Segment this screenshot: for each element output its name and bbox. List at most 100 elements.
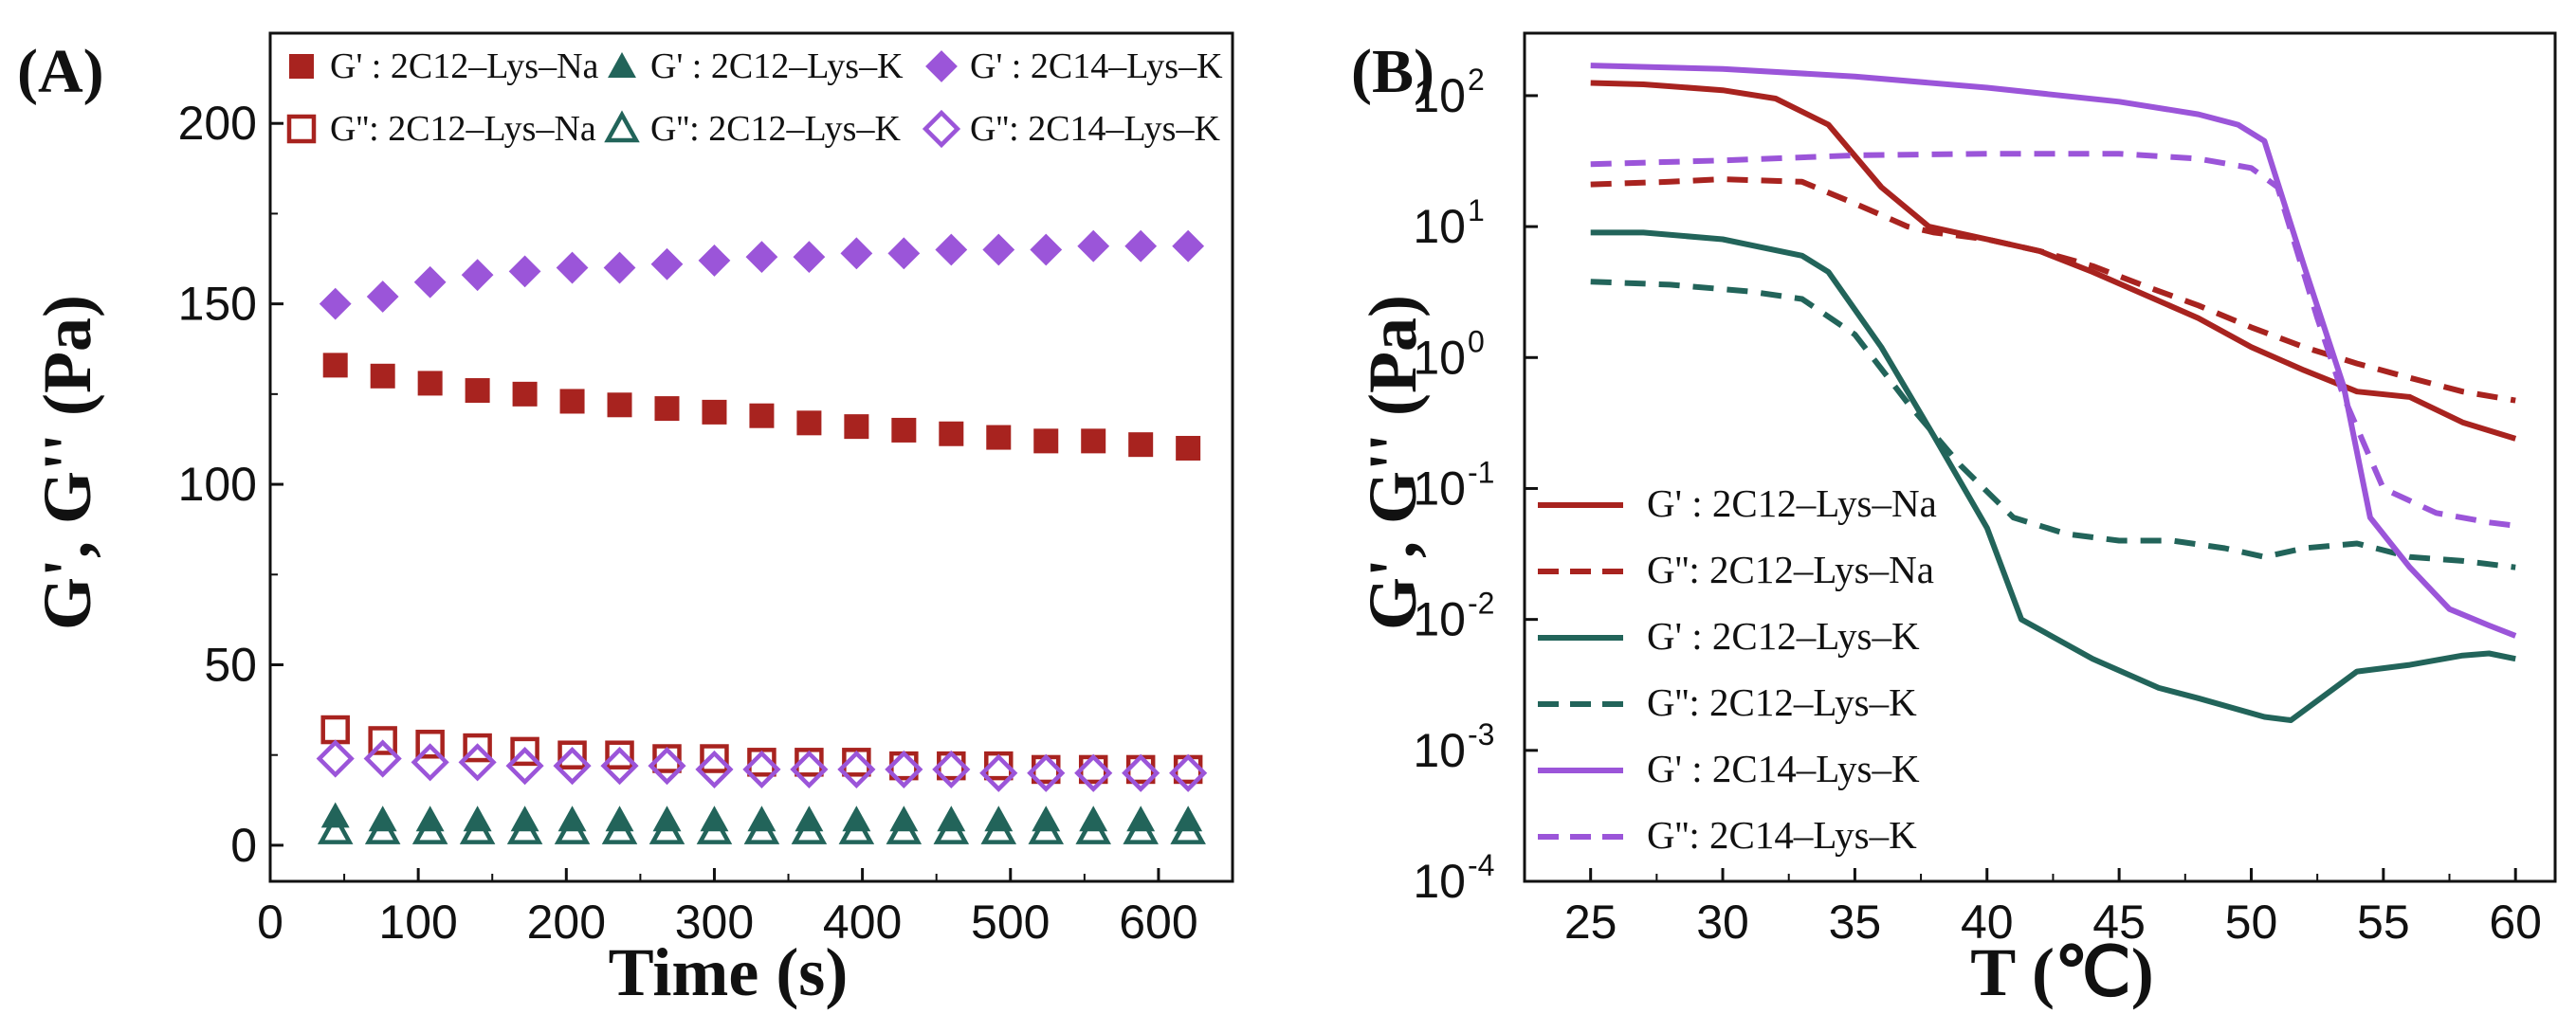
data-point-square-filled-red (796, 410, 822, 436)
y-tick-label-a: 150 (178, 278, 257, 331)
data-point-diamond-open-purple (979, 753, 1018, 792)
data-point-triangle-filled-teal (510, 806, 539, 832)
data-point-square-filled-red (1176, 435, 1201, 461)
y-tick-label-a: 100 (178, 458, 257, 511)
data-point-triangle-filled-teal (605, 806, 634, 832)
y-tick-label-a: 50 (204, 638, 257, 691)
data-point-diamond-filled-purple (603, 251, 636, 284)
data-point-square-filled-red (1081, 428, 1106, 454)
data-point-diamond-open-purple (1027, 753, 1066, 792)
y-tick-label-b: 10 (1413, 462, 1466, 515)
series-line-dashed-red (1590, 176, 2516, 404)
x-tick-label-b: 55 (2357, 896, 2410, 949)
data-point-diamond-filled-purple (840, 237, 873, 270)
x-tick-label-b: 50 (2225, 896, 2278, 949)
data-point-diamond-filled-purple (1124, 229, 1158, 263)
x-tick-label-a: 600 (1119, 896, 1197, 949)
y-tick-exponent-b: 1 (1468, 193, 1485, 227)
data-point-square-filled-red (749, 403, 775, 428)
data-point-diamond-filled-purple (650, 247, 684, 281)
series-line-dashed-purple (1590, 151, 2516, 529)
data-point-triangle-filled-teal (795, 806, 824, 832)
data-point-square-filled-red (891, 417, 917, 443)
data-point-diamond-open-purple (742, 750, 781, 789)
data-point-diamond-filled-purple (698, 244, 731, 277)
data-point-diamond-filled-purple (413, 265, 447, 299)
data-point-square-open-red (984, 751, 1014, 781)
data-point-triangle-filled-teal (415, 806, 445, 832)
x-tick-label-b: 60 (2489, 896, 2542, 949)
data-point-diamond-open-purple (932, 750, 971, 789)
data-point-square-filled-red (465, 378, 490, 404)
legend-label: G' : 2C14–Lys–K (970, 46, 1223, 86)
legend-marker-teal (608, 52, 636, 78)
x-tick-label-a: 300 (675, 896, 754, 949)
x-tick-label-a: 0 (257, 896, 283, 949)
x-tick-label-b: 35 (1829, 896, 1882, 949)
data-point-diamond-filled-purple (887, 237, 921, 270)
legend-b: G' : 2C12–Lys–Na G'': 2C12–Lys–Na G' : 2C1… (1538, 481, 1937, 857)
y-tick-exponent-b: 0 (1468, 324, 1485, 358)
data-point-diamond-open-purple (600, 747, 639, 786)
data-point-square-open-red (320, 715, 350, 745)
y-tick-exponent-b: -2 (1468, 587, 1494, 621)
series-line-dashed-teal (1590, 279, 2516, 570)
plot-area-a: 0 100 200 300 400 500 600 0 50 100 150 200 (178, 31, 1234, 949)
x-tick-label-a: 100 (378, 896, 457, 949)
data-point-triangle-open-teal (317, 812, 354, 844)
data-point-square-open-red (795, 748, 824, 777)
data-point-diamond-open-purple (1169, 753, 1208, 792)
data-point-diamond-open-purple (695, 750, 734, 789)
data-point-diamond-filled-purple (935, 233, 968, 266)
data-point-diamond-open-purple (790, 750, 829, 789)
data-point-triangle-filled-teal (984, 806, 1014, 832)
data-point-square-filled-red (844, 414, 869, 440)
data-point-square-filled-red (417, 371, 443, 396)
y-tick-label-b: 10 (1413, 200, 1466, 253)
data-point-diamond-open-purple (505, 747, 544, 786)
series-line-solid-teal (1590, 229, 2516, 723)
y-tick-label-b: 10 (1413, 69, 1466, 122)
data-point-square-filled-red (986, 425, 1012, 450)
data-point-triangle-filled-teal (1174, 806, 1203, 832)
data-point-diamond-open-purple (363, 739, 402, 778)
data-point-diamond-filled-purple (366, 281, 399, 313)
legend-label: G'': 2C12–Lys–Na (330, 109, 596, 149)
data-point-diamond-filled-purple (461, 259, 494, 292)
data-point-square-open-red (747, 748, 776, 777)
data-point-diamond-filled-purple (319, 287, 352, 320)
data-point-square-filled-red (939, 421, 964, 446)
data-point-triangle-filled-teal (889, 806, 919, 832)
data-point-triangle-filled-teal (1032, 806, 1061, 832)
data-point-triangle-filled-teal (320, 802, 350, 828)
data-point-square-open-red (700, 744, 729, 773)
y-tick-label-a: 0 (230, 819, 257, 872)
x-tick-label-b: 40 (1961, 896, 2014, 949)
data-point-diamond-filled-purple (1077, 229, 1110, 263)
panel-label-a: (A) (17, 37, 104, 106)
data-point-square-open-red (842, 748, 871, 777)
y-tick-exponent-b: -3 (1468, 717, 1494, 751)
data-point-triangle-filled-teal (463, 806, 492, 832)
data-point-triangle-filled-teal (557, 806, 587, 832)
panel-a: (A) G', G'' (Pa) Time (s) 0 100 200 300 400 5… (17, 31, 1234, 1010)
x-tick-label-a: 400 (823, 896, 902, 949)
legend-label: G' : 2C14–Lys–K (1647, 747, 1920, 790)
data-point-diamond-open-purple (553, 747, 592, 786)
legend-label: G' : 2C12–Lys–Na (330, 46, 599, 86)
x-tick-label-b: 45 (2092, 896, 2146, 949)
y-tick-exponent-b: -4 (1468, 848, 1494, 882)
data-point-diamond-open-purple (458, 743, 497, 782)
data-point-triangle-filled-teal (700, 806, 729, 832)
data-point-diamond-filled-purple (745, 241, 778, 274)
legend-label: G'': 2C12–Lys–K (650, 109, 901, 149)
data-point-square-filled-red (702, 399, 727, 425)
data-point-triangle-filled-teal (937, 806, 966, 832)
legend-label: G' : 2C12–Lys–K (650, 46, 904, 86)
data-point-diamond-filled-purple (1172, 229, 1205, 263)
data-point-square-filled-red (370, 363, 395, 389)
series-line-solid-red (1590, 80, 2517, 442)
series-line-solid-purple (1590, 63, 2517, 639)
